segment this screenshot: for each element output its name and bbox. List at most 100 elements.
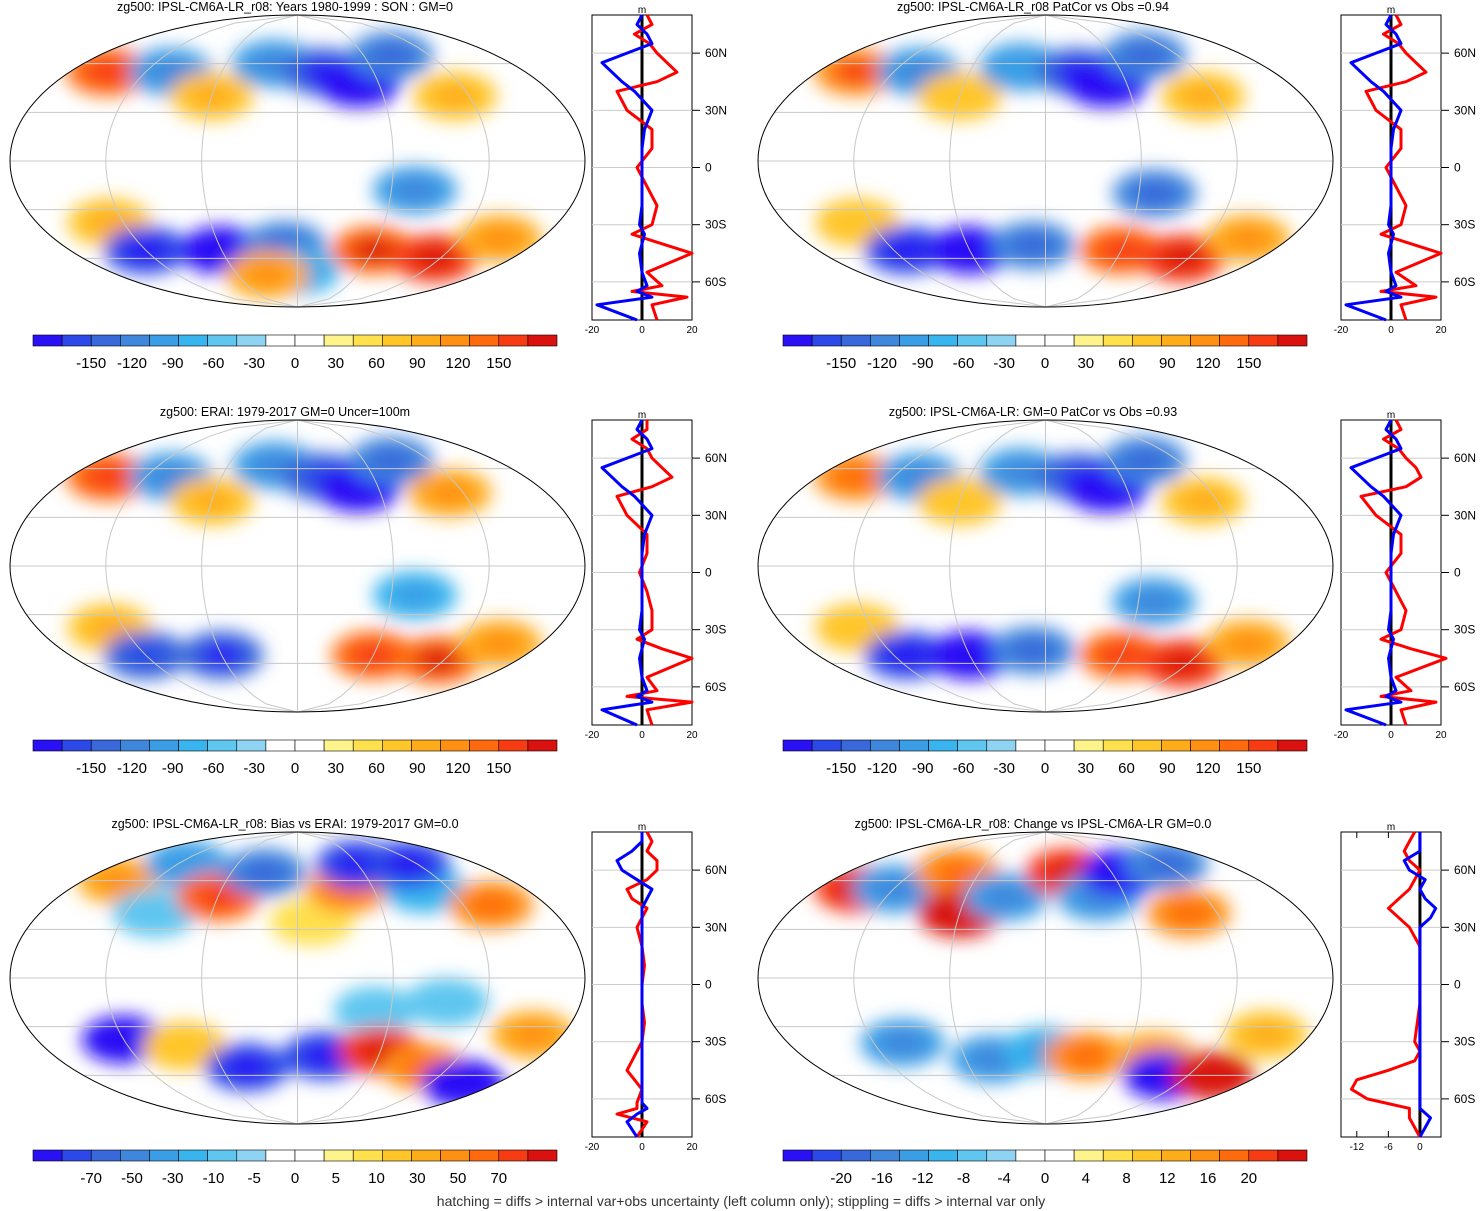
colorbar-box	[840, 1149, 871, 1162]
colorbar-box	[90, 739, 121, 752]
anomaly-core	[1132, 181, 1177, 206]
lat-tick-label: 30S	[705, 623, 726, 637]
colorbar-box	[440, 1149, 470, 1162]
colorbar-tick-label: 0	[291, 760, 299, 777]
anomaly-core	[833, 59, 878, 84]
colorbar-box	[469, 334, 500, 347]
map-border	[757, 419, 1334, 713]
anomaly-core	[983, 884, 1028, 909]
colorbar-tick-label: -90	[912, 760, 934, 777]
lat-tick-label: 60S	[1454, 275, 1475, 289]
colorbar-box	[957, 739, 988, 752]
zonal-line-obs	[1402, 832, 1438, 1138]
zonal-line-model	[1359, 419, 1448, 726]
zonal-line-obs	[595, 14, 654, 322]
colorbar-box	[294, 739, 325, 752]
colorbar-box	[899, 1149, 929, 1162]
colorbar-box	[782, 1149, 813, 1162]
colorbar-box	[1161, 334, 1191, 347]
anomaly-core	[935, 860, 980, 885]
colorbar-tick-label: -20	[830, 1170, 852, 1187]
anomaly-core	[85, 464, 130, 489]
anomaly-core	[880, 1030, 925, 1055]
colorbar-tick-label: -30	[162, 1170, 184, 1187]
colorbar-tick-label: -30	[993, 760, 1015, 777]
lat-tick-label: 60S	[705, 680, 726, 694]
colorbar-box	[1044, 1149, 1075, 1162]
anomaly-core	[1131, 589, 1176, 614]
colorbar-tick-label: 150	[486, 355, 511, 372]
colorbar: -150 -120 -90 -60 -30 0 30 60 90 120 150	[782, 739, 1308, 777]
colorbar-tick-label: 0	[291, 1170, 299, 1187]
lat-tick-label: 60N	[705, 46, 727, 60]
map-field	[10, 15, 585, 307]
colorbar-box	[870, 739, 900, 752]
anomaly-core	[165, 852, 210, 877]
map-field	[758, 15, 1333, 307]
anomaly-core	[132, 901, 177, 926]
colorbar-tick-label: -90	[912, 355, 934, 372]
zonal-line-model	[1364, 14, 1443, 321]
colorbar-box	[1190, 739, 1220, 752]
colorbar-tick-label: -120	[867, 355, 897, 372]
colorbar-box	[527, 1149, 558, 1162]
zonal-mean-plot: m 60N 30N 0 30S 60S -20 0 20	[585, 5, 727, 336]
colorbar-box	[207, 334, 238, 347]
colorbar-tick-label: 0	[1041, 355, 1049, 372]
colorbar-box	[1102, 739, 1133, 752]
map-border	[9, 831, 586, 1125]
colorbar-tick-label: -30	[243, 760, 265, 777]
anomaly-core	[999, 459, 1044, 484]
panel-p3: zg500: ERAI: 1979-2017 GM=0 Uncer=100m -1…	[9, 405, 727, 777]
colorbar-box	[1073, 739, 1104, 752]
lat-tick-label: 0	[705, 566, 712, 580]
anomaly-core	[290, 909, 335, 934]
zonal-mean-unit: m	[638, 5, 646, 16]
colorbar-tick-label: 90	[409, 760, 426, 777]
colorbar-box	[1044, 334, 1075, 347]
colorbar-box	[870, 1149, 900, 1162]
map-field	[758, 420, 1333, 712]
colorbar-box	[870, 334, 900, 347]
map-field	[10, 420, 585, 712]
colorbar-box	[178, 739, 208, 752]
anomaly-core	[162, 1034, 207, 1059]
x-tick-label: 20	[686, 325, 698, 336]
colorbar-box	[352, 739, 383, 752]
zonal-mean-unit: m	[638, 410, 646, 421]
colorbar-box	[294, 1149, 325, 1162]
colorbar-tick-label: 120	[1195, 760, 1220, 777]
zonal-line-obs	[615, 832, 654, 1138]
colorbar-tick-label: -120	[867, 760, 897, 777]
anomaly-core	[478, 226, 523, 251]
panel-title: zg500: ERAI: 1979-2017 GM=0 Uncer=100m	[160, 405, 410, 419]
colorbar-box	[1190, 1149, 1220, 1162]
colorbar-tick-label: -50	[121, 1170, 143, 1187]
lat-tick-label: 0	[1454, 566, 1461, 580]
colorbar-box	[469, 739, 500, 752]
zonal-line-model	[615, 420, 694, 726]
panel-p1: zg500: IPSL-CM6A-LR_r08: Years 1980-1999…	[9, 0, 727, 372]
colorbar-tick-label: 10	[368, 1170, 385, 1187]
lat-tick-label: 30S	[705, 218, 726, 232]
colorbar-box	[149, 334, 179, 347]
lat-tick-label: 30S	[1454, 623, 1475, 637]
x-tick-label: -20	[585, 325, 600, 336]
x-tick-label: 20	[1435, 325, 1447, 336]
anomaly-core	[1180, 489, 1225, 514]
colorbar-box	[957, 1149, 988, 1162]
colorbar-box	[1132, 1149, 1162, 1162]
colorbar-box	[469, 1149, 500, 1162]
x-tick-label: 20	[1435, 730, 1447, 741]
colorbar-box	[1190, 334, 1220, 347]
x-tick-label: 20	[686, 730, 698, 741]
colorbar-tick-label: 150	[486, 760, 511, 777]
colorbar-box	[178, 1149, 208, 1162]
colorbar-box	[782, 739, 813, 752]
anomaly-core	[302, 1043, 347, 1068]
colorbar-tick-label: -150	[826, 355, 856, 372]
colorbar-box	[323, 1149, 354, 1162]
colorbar-box	[382, 1149, 412, 1162]
anomaly-core	[425, 990, 470, 1015]
